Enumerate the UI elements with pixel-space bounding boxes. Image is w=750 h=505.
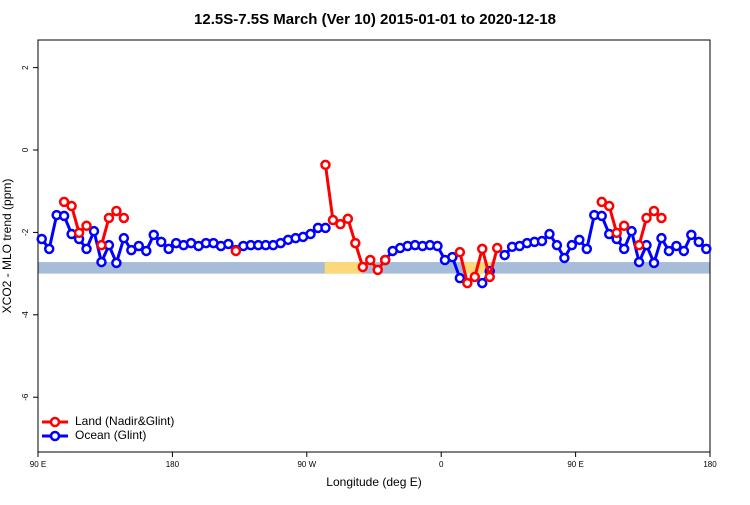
data-point bbox=[365, 254, 376, 266]
data-point bbox=[111, 257, 122, 269]
data-point bbox=[484, 271, 495, 283]
data-point bbox=[574, 234, 585, 246]
data-point bbox=[96, 256, 107, 268]
data-point bbox=[327, 214, 339, 226]
data-point bbox=[678, 245, 690, 257]
data-point bbox=[477, 243, 488, 255]
data-point bbox=[447, 251, 458, 263]
data-point bbox=[88, 225, 100, 237]
data-point bbox=[335, 218, 346, 230]
y-tick-label: 2 bbox=[21, 65, 30, 70]
data-point bbox=[379, 254, 391, 266]
data-point bbox=[648, 205, 660, 217]
data-point bbox=[686, 229, 697, 241]
data-point bbox=[454, 272, 466, 284]
y-tick-label: 0 bbox=[21, 147, 30, 152]
data-point bbox=[469, 271, 481, 283]
data-point bbox=[633, 239, 645, 251]
data-point bbox=[671, 240, 682, 252]
data-point bbox=[96, 239, 107, 251]
x-tick-label: 90 W bbox=[297, 460, 316, 469]
data-point bbox=[133, 240, 145, 252]
data-point bbox=[581, 243, 593, 255]
data-point bbox=[81, 243, 92, 255]
data-point bbox=[566, 239, 578, 251]
x-tick-label: 90 E bbox=[567, 460, 583, 469]
legend-label: Land (Nadir&Glint) bbox=[75, 414, 174, 428]
data-point bbox=[432, 240, 443, 252]
x-tick-label: 180 bbox=[703, 460, 717, 469]
data-point bbox=[701, 243, 712, 255]
legend-marker bbox=[49, 430, 61, 442]
x-tick-label: 180 bbox=[166, 460, 180, 469]
data-point bbox=[641, 212, 652, 224]
y-tick-label: -2 bbox=[21, 228, 30, 236]
data-point bbox=[693, 236, 705, 248]
data-point bbox=[118, 232, 130, 244]
data-point bbox=[656, 212, 667, 224]
data-point bbox=[320, 222, 331, 234]
data-point bbox=[141, 245, 152, 257]
legend-marker bbox=[49, 416, 61, 428]
data-point bbox=[491, 242, 503, 254]
data-point bbox=[320, 159, 331, 171]
data-point bbox=[551, 239, 563, 251]
data-point bbox=[350, 237, 361, 249]
data-point bbox=[477, 277, 488, 289]
data-point bbox=[596, 196, 607, 208]
data-point bbox=[357, 261, 369, 273]
data-point bbox=[43, 243, 55, 255]
data-point bbox=[223, 238, 234, 250]
data-point bbox=[118, 212, 130, 224]
data-point bbox=[544, 228, 555, 240]
legend-label: Ocean (Glint) bbox=[75, 428, 146, 442]
data-point bbox=[462, 277, 473, 289]
data-point bbox=[663, 245, 675, 257]
data-point bbox=[611, 227, 622, 239]
data-point bbox=[454, 246, 466, 258]
data-point bbox=[111, 205, 122, 217]
data-point bbox=[618, 220, 630, 232]
data-point bbox=[372, 264, 383, 276]
data-point bbox=[499, 249, 510, 261]
land-span bbox=[324, 262, 363, 274]
data-point bbox=[58, 196, 70, 208]
legend: Land (Nadir&Glint)Ocean (Glint) bbox=[42, 414, 174, 442]
x-tick-label: 90 E bbox=[30, 460, 46, 469]
x-axis-label: Longitude (deg E) bbox=[326, 475, 421, 489]
data-point bbox=[633, 256, 645, 268]
chart-title: 12.5S-7.5S March (Ver 10) 2015-01-01 to … bbox=[194, 11, 556, 28]
data-point bbox=[103, 212, 115, 224]
data-point bbox=[36, 233, 47, 245]
data-point bbox=[126, 244, 137, 256]
data-point bbox=[626, 225, 637, 237]
y-axis-label: XCO2 - MLO trend (ppm) bbox=[0, 179, 14, 314]
data-point bbox=[58, 210, 70, 222]
data-point bbox=[559, 252, 570, 264]
y-tick-label: -4 bbox=[21, 311, 30, 319]
x-tick-label: 0 bbox=[439, 460, 444, 469]
data-point bbox=[155, 236, 167, 248]
y-tick-label: -6 bbox=[21, 393, 30, 401]
data-point bbox=[656, 232, 667, 244]
data-point bbox=[148, 229, 159, 241]
data-point bbox=[230, 245, 242, 257]
data-point bbox=[618, 243, 630, 255]
data-point bbox=[163, 243, 174, 255]
data-point bbox=[342, 213, 354, 225]
data-point bbox=[81, 220, 92, 232]
data-point bbox=[596, 210, 607, 222]
data-point bbox=[603, 200, 615, 212]
data-point bbox=[305, 228, 316, 240]
data-point bbox=[648, 257, 660, 269]
data-point bbox=[66, 200, 77, 212]
data-point bbox=[73, 227, 85, 239]
data-point bbox=[536, 235, 548, 247]
